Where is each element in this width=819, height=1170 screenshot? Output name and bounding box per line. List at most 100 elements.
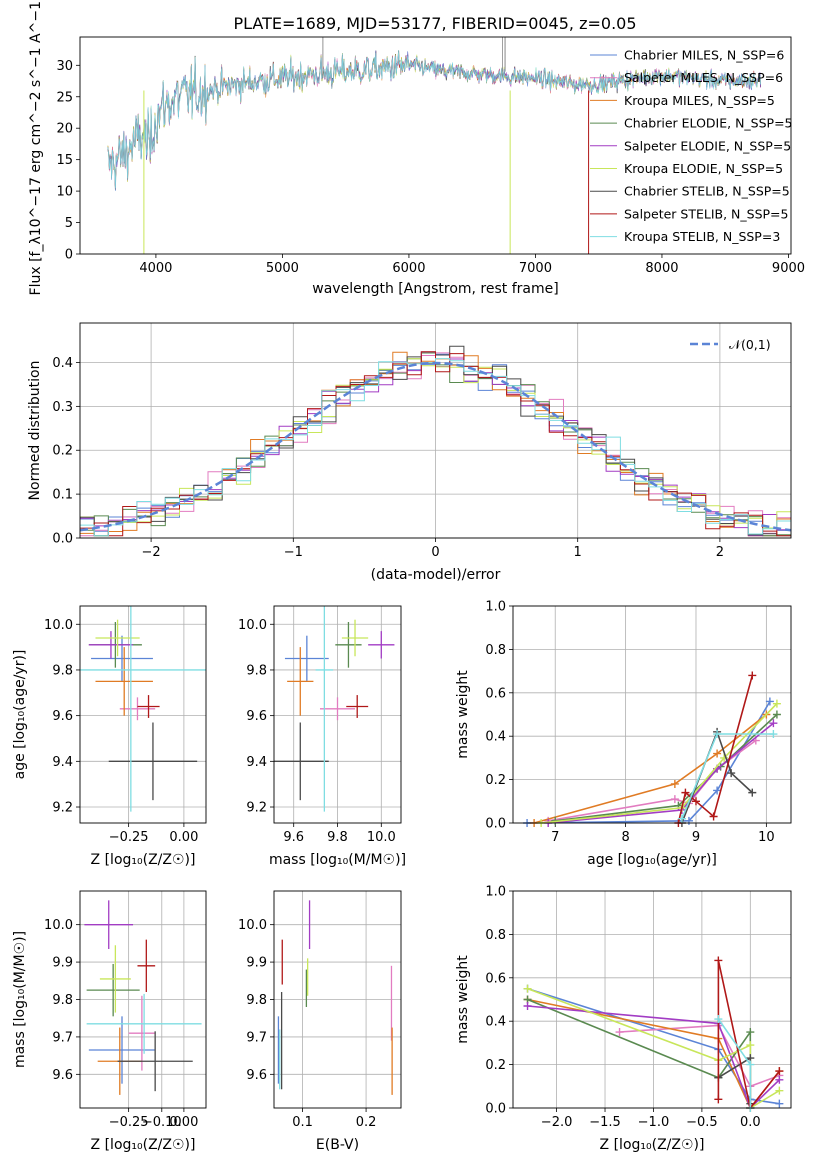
y-axis-label: Flux [f_λ10^−17 erg cm^−2 s^−1 A^−1] xyxy=(28,0,44,295)
weight-point-marker xyxy=(714,1015,723,1024)
x-tick-label: 7 xyxy=(551,830,559,845)
y-tick-label: 20 xyxy=(56,122,73,137)
y-tick-label: 9.8 xyxy=(246,993,267,1008)
weight-point-marker xyxy=(746,1041,755,1050)
plot-frame xyxy=(273,605,402,824)
y-tick-label: 0.0 xyxy=(52,532,73,547)
weight-point-marker xyxy=(615,1028,624,1037)
figure-title: PLATE=1689, MJD=53177, FIBERID=0045, z=0… xyxy=(233,14,636,33)
x-tick-label: 0.00 xyxy=(169,1115,198,1130)
x-tick-label: 0.00 xyxy=(169,830,198,845)
legend-entry: Salpeter STELIB, N_SSP=5 xyxy=(624,206,788,221)
x-axis-label: E(B-V) xyxy=(316,1137,359,1153)
y-tick-label: 15 xyxy=(56,153,73,168)
legend-entry: Chabrier MILES, N_SSP=6 xyxy=(624,48,784,63)
y-tick-label: 0.1 xyxy=(52,488,73,503)
y-tick-label: 0.2 xyxy=(485,773,506,788)
weight-point-marker xyxy=(523,1002,532,1011)
weight-point-marker xyxy=(775,1067,784,1076)
x-tick-label: −0.10 xyxy=(142,1115,182,1130)
histogram-step xyxy=(80,358,791,537)
y-tick-label: 9.6 xyxy=(246,1068,267,1083)
x-tick-label: −1 xyxy=(284,545,303,560)
x-tick-label: −2 xyxy=(142,545,161,560)
age-vs-metallicity-panel: −0.25 0.00 9.2 9.4 9.6 9.8 10.0 Z [log₁₀(Z/Z☉)]… xyxy=(12,605,207,868)
y-tick-label: 9.9 xyxy=(52,956,73,971)
weight-point-marker xyxy=(748,788,757,797)
y-tick-label: 9.6 xyxy=(52,1068,73,1083)
mass-vs-metallicity-panel: −0.25−0.100.00 9.6 9.7 9.8 9.9 10.0 Z [log₁₀(Z… xyxy=(12,890,207,1153)
weight-point-marker xyxy=(691,797,700,806)
y-tick-label: 9.4 xyxy=(52,755,73,770)
x-tick-label: −1.0 xyxy=(638,1115,670,1130)
x-axis-label: Z [log₁₀(Z/Z☉)] xyxy=(91,852,196,868)
weight-series-line xyxy=(541,703,778,824)
weight-point-marker xyxy=(746,1060,755,1069)
y-tick-label: 9.8 xyxy=(52,993,73,1008)
x-tick-label: −0.5 xyxy=(686,1115,718,1130)
y-tick-label: 0.4 xyxy=(485,1015,506,1030)
y-tick-label: 0.2 xyxy=(52,444,73,459)
weight-point-marker xyxy=(746,1028,755,1037)
weight-point-marker xyxy=(684,816,693,825)
plot-frame xyxy=(512,890,792,1109)
y-tick-label: 0.0 xyxy=(485,817,506,832)
weight-point-marker xyxy=(772,710,781,719)
x-tick-label: 10.0 xyxy=(367,830,396,845)
x-tick-label: −0.25 xyxy=(109,1115,149,1130)
y-tick-label: 0.8 xyxy=(485,928,506,943)
x-axis-label: Z [log₁₀(Z/Z☉)] xyxy=(600,1137,705,1153)
x-axis-label: Z [log₁₀(Z/Z☉)] xyxy=(91,1137,196,1153)
weight-point-marker xyxy=(713,730,722,739)
y-tick-label: 10.0 xyxy=(44,918,73,933)
x-tick-label: 0.1 xyxy=(292,1115,313,1130)
weight-point-marker xyxy=(713,786,722,795)
weight-series-line xyxy=(717,960,781,1110)
weight-point-marker xyxy=(775,1099,784,1108)
x-axis-label: age [log₁₀(age/yr)] xyxy=(587,852,717,868)
weight-point-marker xyxy=(769,719,778,728)
weight-series-line xyxy=(527,701,771,824)
legend-entry: Salpeter MILES, N_SSP=6 xyxy=(624,70,783,85)
y-tick-label: 9.2 xyxy=(246,801,267,816)
spectrum-model-line xyxy=(107,50,761,189)
mass-vs-extinction-panel: 0.1 0.2 9.6 9.7 9.8 9.9 10.0 E(B-V) xyxy=(238,890,402,1153)
x-tick-label: 4000 xyxy=(139,261,172,276)
x-tick-label: 8 xyxy=(621,830,629,845)
weight-point-marker xyxy=(765,697,774,706)
x-tick-label: 9 xyxy=(692,830,700,845)
x-tick-label: 1 xyxy=(574,545,582,560)
x-tick-label: 8000 xyxy=(645,261,678,276)
legend-entry: 𝒩(0,1) xyxy=(729,337,771,352)
weight-point-marker xyxy=(775,1086,784,1095)
y-tick-label: 0.4 xyxy=(52,356,73,371)
x-tick-label: 0.0 xyxy=(740,1115,761,1130)
y-axis-label: Normed distribution xyxy=(27,361,43,501)
weight-series-line xyxy=(555,713,778,822)
y-tick-label: 9.7 xyxy=(246,1030,267,1045)
y-tick-label: 9.4 xyxy=(246,755,267,770)
y-tick-label: 0.0 xyxy=(485,1102,506,1117)
x-tick-label: 10 xyxy=(758,830,775,845)
x-tick-label: 9.6 xyxy=(283,830,304,845)
weight-series-line xyxy=(548,722,774,824)
weight-series-line xyxy=(527,1005,780,1110)
residual-histogram-panel: −2 −1 0 1 2 0.0 0.1 0.2 0.3 0.4 (data-model)/error… xyxy=(27,322,792,583)
weight-vs-age-panel: 7 8 9 10 0.0 0.2 0.4 0.6 0.8 1.0 age [log₁₀(age/yr… xyxy=(455,600,792,868)
weight-point-marker xyxy=(677,814,686,823)
x-tick-label: −0.25 xyxy=(109,830,149,845)
y-tick-label: 0.4 xyxy=(485,730,506,745)
y-tick-label: 0.6 xyxy=(485,686,506,701)
y-tick-label: 9.6 xyxy=(246,709,267,724)
y-tick-label: 9.9 xyxy=(246,956,267,971)
age-vs-mass-panel: 9.6 9.8 10.0 9.2 9.4 9.6 9.8 10.0 mass [log₁₀(M/… xyxy=(238,605,406,868)
y-tick-label: 0.2 xyxy=(485,1058,506,1073)
y-axis-label: mass weight xyxy=(455,670,471,759)
weight-point-marker xyxy=(714,1095,723,1104)
y-tick-label: 10 xyxy=(56,185,73,200)
y-tick-label: 10.0 xyxy=(238,618,267,633)
legend-entry: Kroupa STELIB, N_SSP=3 xyxy=(624,229,780,244)
y-tick-label: 1.0 xyxy=(485,600,506,615)
y-tick-label: 5 xyxy=(65,216,73,231)
